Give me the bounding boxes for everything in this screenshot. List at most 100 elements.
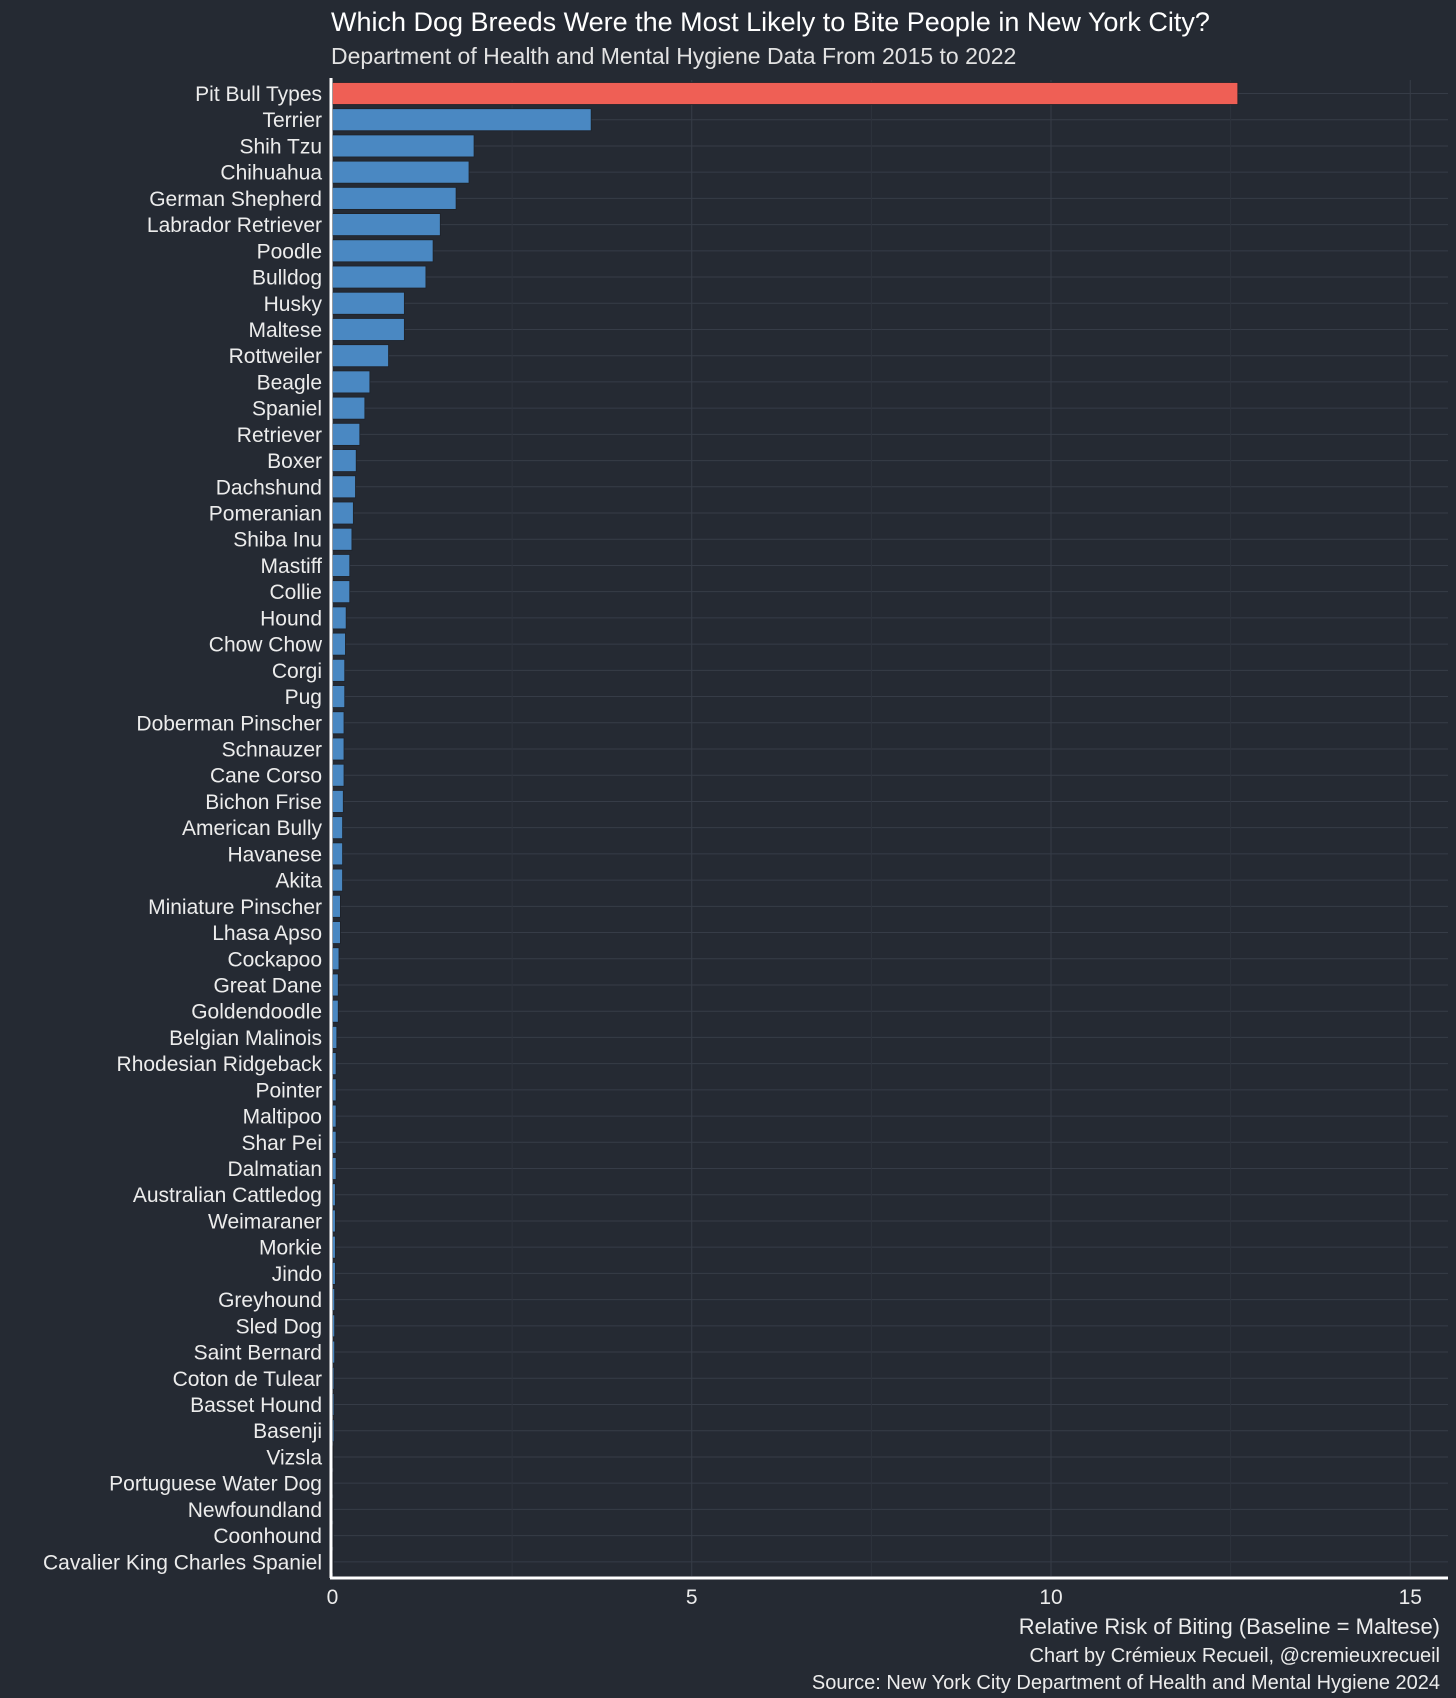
- bar-hound: [332, 606, 347, 630]
- category-label: Great Dane: [213, 974, 322, 997]
- category-label: American Bully: [182, 817, 323, 840]
- bar-weimaraner: [332, 1209, 336, 1233]
- category-label: Coonhound: [213, 1525, 322, 1548]
- category-label: Portuguese Water Dog: [109, 1473, 322, 1496]
- bar-chihuahua: [332, 160, 470, 184]
- category-label: Saint Bernard: [194, 1342, 322, 1365]
- category-label: Shiba Inu: [233, 529, 322, 552]
- category-labels: Pit Bull Types Terrier Shih Tzu Chihuahua Ge…: [43, 83, 323, 1574]
- category-label: Cane Corso: [210, 765, 322, 788]
- bar-german-shepherd: [332, 186, 457, 210]
- x-tick-label: 5: [686, 1586, 698, 1609]
- bar-belgian-malinois: [332, 1026, 338, 1049]
- bar-rottweiler: [332, 344, 389, 368]
- chart-title: Which Dog Breeds Were the Most Likely to…: [331, 7, 1210, 37]
- bar-cockapoo: [332, 947, 340, 971]
- bar-basenji: [332, 1419, 335, 1443]
- bar-shar-pei: [332, 1130, 337, 1154]
- category-label: Akita: [275, 870, 322, 893]
- bar-corgi: [332, 658, 346, 682]
- category-label: Pit Bull Types: [195, 83, 322, 106]
- category-label: Husky: [264, 293, 323, 316]
- category-label: Morkie: [259, 1237, 322, 1260]
- bar-spaniel: [332, 396, 366, 420]
- category-label: Newfoundland: [188, 1499, 322, 1522]
- bar-havanese: [332, 842, 343, 866]
- bar-doberman-pinscher: [332, 711, 345, 735]
- bar-basset-hound: [332, 1393, 335, 1416]
- grid: [331, 80, 1448, 1576]
- category-label: Pug: [285, 686, 322, 709]
- category-label: Goldendoodle: [191, 1001, 322, 1024]
- bar-american-bully: [332, 816, 343, 840]
- bar-miniature-pinscher: [332, 894, 341, 918]
- category-label: German Shepherd: [149, 188, 322, 211]
- caption-source: Source: New York City Department of Heal…: [812, 1672, 1440, 1694]
- bar-dachshund: [332, 475, 356, 499]
- bar-jindo: [332, 1262, 336, 1285]
- category-label: Spaniel: [252, 398, 322, 421]
- bar-vizsla: [332, 1445, 334, 1469]
- category-label: Coton de Tulear: [173, 1368, 322, 1391]
- bar-pit-bull-types: [332, 82, 1239, 105]
- category-label: Labrador Retriever: [147, 214, 322, 237]
- bar-beagle: [332, 370, 371, 394]
- bar-maltese: [332, 318, 405, 341]
- category-label: Belgian Malinois: [169, 1027, 322, 1050]
- bar-cavalier-king-charles-spaniel: [332, 1550, 334, 1574]
- category-label: Greyhound: [218, 1289, 322, 1312]
- category-label: Beagle: [257, 371, 322, 394]
- bar-sled-dog: [332, 1314, 336, 1338]
- bar-retriever: [332, 422, 361, 446]
- category-label: Basenji: [253, 1420, 322, 1443]
- bar-rhodesian-ridgeback: [332, 1052, 337, 1076]
- bar-boxer: [332, 449, 357, 472]
- bar-coton-de-tulear: [332, 1366, 335, 1390]
- bar-lhasa-apso: [332, 921, 341, 944]
- category-label: Rottweiler: [229, 345, 322, 368]
- bar-pointer: [332, 1078, 337, 1102]
- category-label: Vizsla: [266, 1446, 322, 1469]
- category-label: Corgi: [272, 660, 322, 683]
- category-label: Cockapoo: [227, 948, 322, 971]
- bar-schnauzer: [332, 737, 345, 761]
- category-label: Boxer: [267, 450, 322, 473]
- category-label: Shar Pei: [241, 1132, 322, 1155]
- category-label: Shih Tzu: [240, 135, 323, 158]
- category-label: Collie: [269, 581, 322, 604]
- category-label: Poodle: [257, 240, 322, 263]
- category-label: Bichon Frise: [205, 791, 322, 814]
- category-label: Maltipoo: [243, 1106, 322, 1129]
- category-label: Rhodesian Ridgeback: [117, 1053, 323, 1076]
- category-label: Mastiff: [261, 555, 323, 578]
- bar-morkie: [332, 1235, 336, 1259]
- bar-goldendoodle: [332, 999, 339, 1023]
- bar-cane-corso: [332, 763, 345, 787]
- bar-akita: [332, 868, 343, 892]
- category-label: Schnauzer: [222, 739, 322, 762]
- bar-dalmatian: [332, 1157, 337, 1180]
- bar-mastiff: [332, 554, 351, 577]
- category-label: Retriever: [237, 424, 322, 447]
- category-label: Chow Chow: [209, 634, 323, 657]
- bar-bichon-frise: [332, 790, 344, 813]
- category-label: Miniature Pinscher: [148, 896, 322, 919]
- caption-author: Chart by Crémieux Recueil, @cremieuxrecu…: [1030, 1645, 1440, 1667]
- bar-australian-cattledog: [332, 1183, 336, 1207]
- bar-pug: [332, 685, 346, 708]
- bar-terrier: [332, 108, 592, 132]
- x-tick-label: 0: [327, 1586, 339, 1609]
- x-tick-labels: 0 5 10 15: [327, 1586, 1422, 1609]
- category-label: Basset Hound: [190, 1394, 322, 1417]
- category-label: Sled Dog: [236, 1315, 322, 1338]
- x-tick-label: 15: [1399, 1586, 1422, 1609]
- category-label: Maltese: [248, 319, 322, 342]
- bar-newfoundland: [332, 1497, 334, 1521]
- category-label: Pointer: [255, 1079, 322, 1102]
- bar-husky: [332, 291, 405, 315]
- bar-saint-bernard: [332, 1340, 336, 1364]
- bar-shiba-inu: [332, 527, 353, 551]
- bar-portuguese-water-dog: [332, 1471, 334, 1495]
- category-label: Dachshund: [216, 476, 322, 499]
